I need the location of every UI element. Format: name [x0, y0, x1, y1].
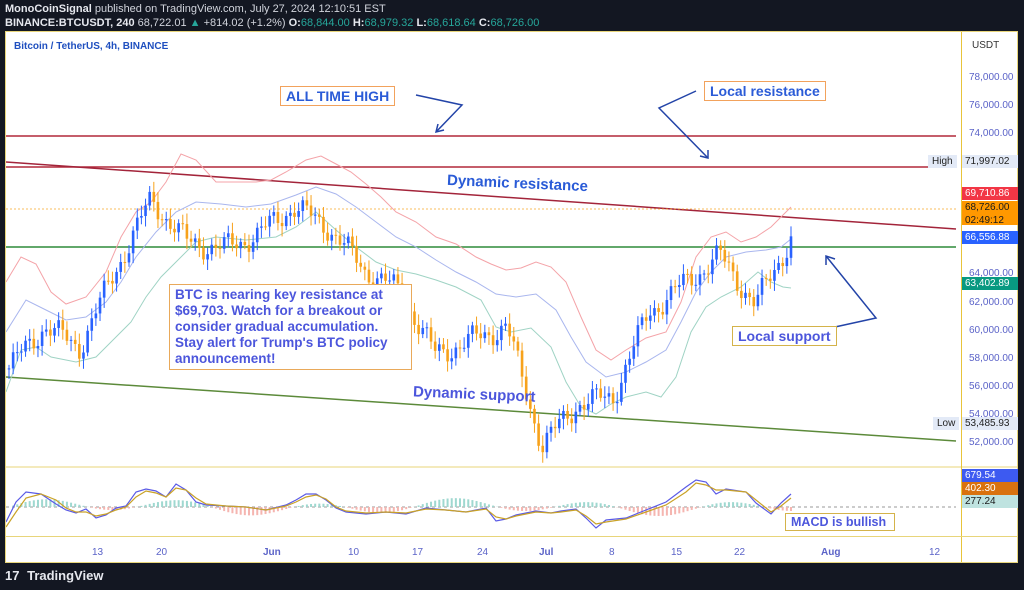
price-tick: 54,000.00 [969, 409, 1014, 420]
last-price-value: 68,726.00 [965, 202, 1010, 213]
macd-line [6, 479, 792, 529]
time-tick: Aug [821, 547, 841, 558]
macd-annotation[interactable]: MACD is bullish [785, 513, 895, 531]
bar-countdown: 02:49:12 [965, 215, 1004, 226]
local-resistance-arrow-icon [657, 90, 709, 159]
bollinger-upper-label: 69,710.86 [962, 187, 1018, 200]
ath-annotation[interactable]: ALL TIME HIGH [280, 86, 396, 106]
symbol: BINANCE:BTCUSDT, 240 [5, 17, 135, 29]
time-tick: 15 [671, 547, 683, 558]
time-tick: 24 [477, 547, 489, 558]
last-price: 68,722.01 [137, 17, 187, 29]
price-tick: 78,000.00 [969, 72, 1014, 83]
time-tick: 13 [92, 547, 104, 558]
published-text: published on TradingView.com, July 27, 2… [94, 3, 386, 15]
bollinger-upper [6, 153, 792, 361]
local-support-annotation[interactable]: Local support [732, 326, 837, 346]
low-label: L: [416, 17, 427, 29]
price-tick: 76,000.00 [969, 100, 1014, 111]
high-label: H: [352, 17, 365, 29]
macd-value-label: 679.54 [962, 469, 1018, 482]
time-tick: 10 [348, 547, 360, 558]
open-label: O: [288, 17, 301, 29]
tradingview-brand: TradingView [27, 568, 104, 583]
tradingview-logo-icon: 17 [5, 568, 20, 583]
price-tick: 74,000.00 [969, 128, 1014, 139]
open-value: 68,844.00 [300, 17, 350, 29]
chart-frame[interactable]: Bitcoin / TetherUS, 4h, BINANCE USDT 78,… [5, 31, 1018, 563]
change: +814.02 (+1.2%) [203, 17, 286, 29]
annotation-arrows [415, 90, 878, 337]
time-tick: 22 [734, 547, 746, 558]
chart-canvas[interactable] [6, 32, 1017, 562]
price-tick: 58,000.00 [969, 353, 1014, 364]
bollinger-lower-label: 63,402.89 [962, 277, 1018, 290]
price-tick: 52,000.00 [969, 437, 1014, 448]
analysis-note[interactable]: BTC is nearing key resistance at $69,703… [169, 284, 412, 370]
low-value-label: 53,485.93 [962, 417, 1018, 430]
bollinger-basis-label: 66,556.88 [962, 231, 1018, 244]
time-tick: 20 [156, 547, 168, 558]
high-tag: High [928, 155, 957, 168]
local-resistance-annotation[interactable]: Local resistance [704, 81, 826, 101]
local-support-arrow-icon [793, 255, 878, 337]
high-value: 68,979.32 [364, 17, 414, 29]
macd-signal-line [6, 482, 792, 528]
close-label: C: [478, 17, 491, 29]
price-tick: 64,000.00 [969, 268, 1014, 279]
price-tick: 56,000.00 [969, 381, 1014, 392]
macd-histogram [12, 498, 792, 516]
macd-signal-label: 402.30 [962, 482, 1018, 495]
macd-histogram-label: 277.24 [962, 495, 1018, 508]
chart-header: MonoCoinSignal published on TradingView.… [0, 0, 1024, 30]
chart-title: Bitcoin / TetherUS, 4h, BINANCE [14, 41, 169, 52]
last-price-label: 68,726.00 02:49:12 [962, 201, 1018, 226]
time-tick: 17 [412, 547, 424, 558]
time-tick: 12 [929, 547, 941, 558]
time-tick: Jun [263, 547, 281, 558]
change-arrow-icon: ▲ [189, 17, 201, 29]
price-axis-border [961, 32, 962, 562]
ath-arrow-icon [415, 94, 464, 133]
price-tick: 60,000.00 [969, 325, 1014, 336]
publish-line: MonoCoinSignal published on TradingView.… [5, 3, 386, 15]
close-value: 68,726.00 [490, 17, 540, 29]
currency-label[interactable]: USDT [972, 40, 1000, 51]
dynamic-support-line[interactable] [6, 376, 957, 442]
publisher-name[interactable]: MonoCoinSignal [5, 3, 92, 15]
dynamic-resistance-line[interactable] [6, 161, 957, 230]
bollinger-lower [6, 211, 792, 415]
high-value-label: 71,997.02 [962, 155, 1018, 168]
tradingview-footer[interactable]: 17 TradingView [5, 568, 103, 583]
ohlc-line: BINANCE:BTCUSDT, 240 68,722.01 ▲ +814.02… [5, 17, 539, 29]
price-tick: 62,000.00 [969, 297, 1014, 308]
low-tag: Low [933, 417, 960, 430]
low-value: 68,618.64 [426, 17, 476, 29]
time-tick: Jul [539, 547, 554, 558]
time-tick: 8 [609, 547, 615, 558]
time-axis[interactable]: 13 20 Jun 10 17 24 Jul 8 15 22 Aug 12 [6, 536, 1017, 562]
